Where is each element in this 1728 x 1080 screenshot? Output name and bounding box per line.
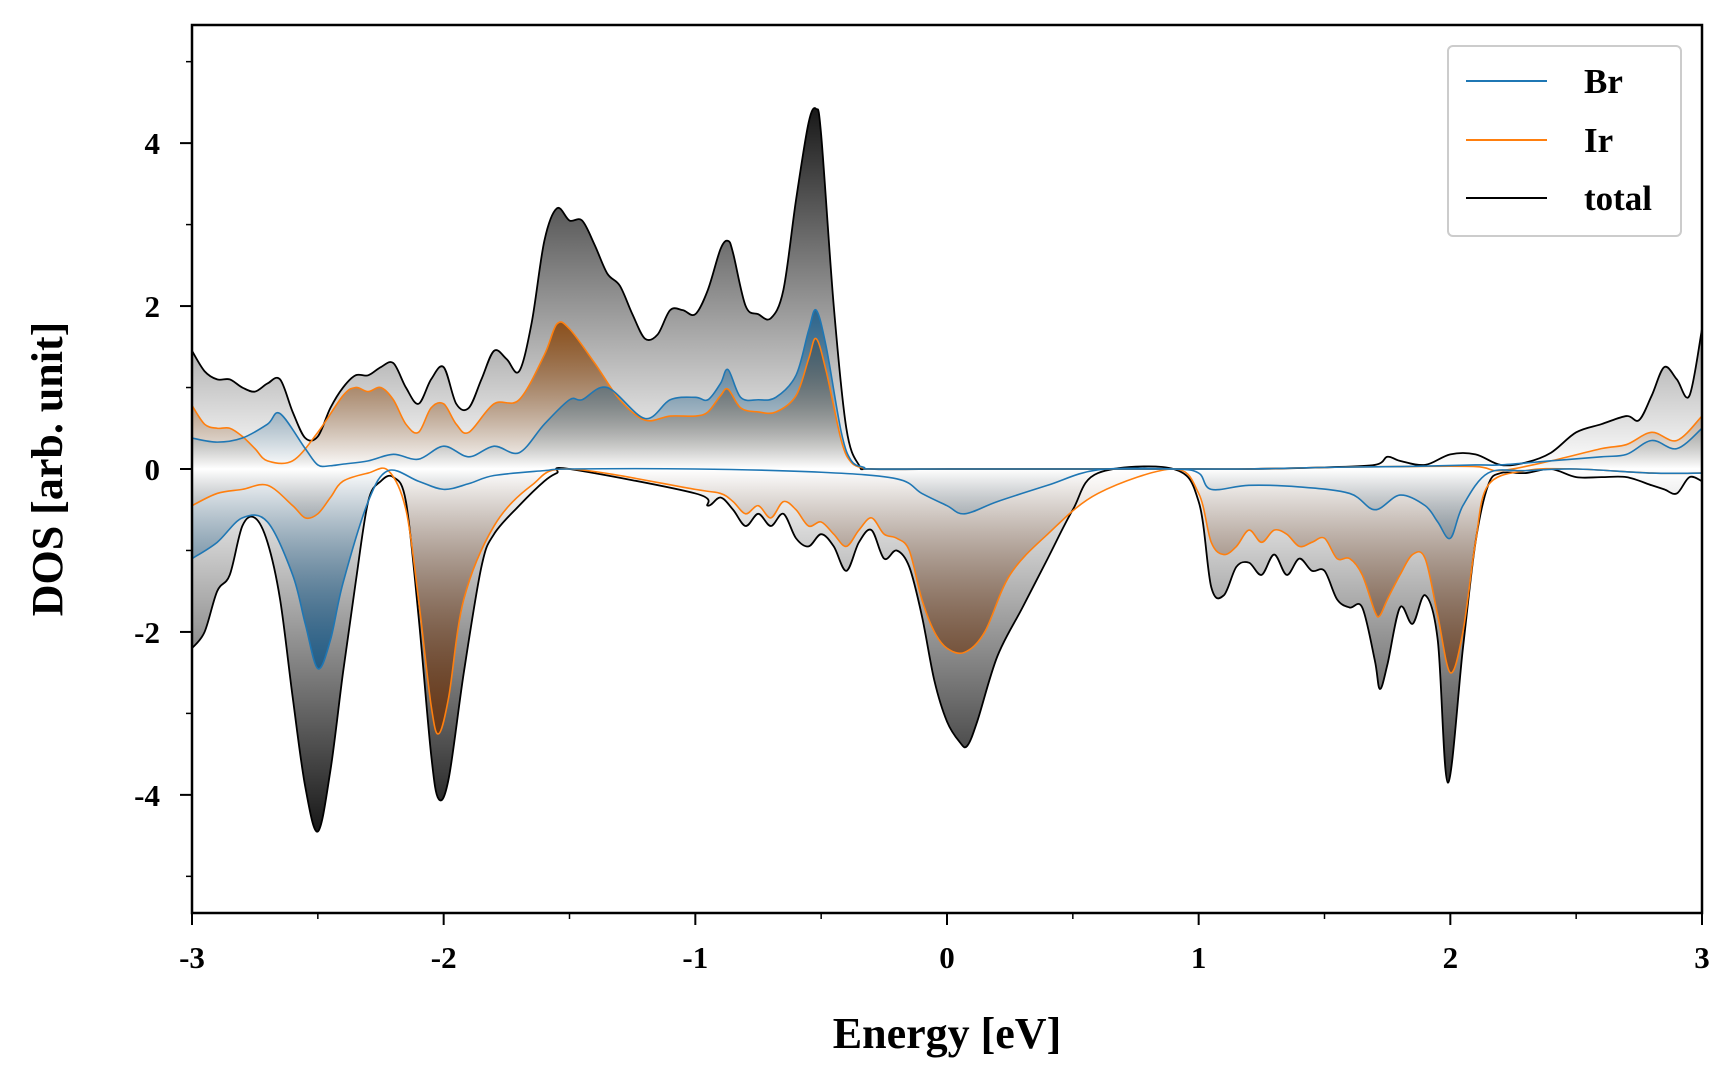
legend-label-br: Br bbox=[1584, 62, 1623, 101]
y-tick-label: 4 bbox=[145, 126, 161, 161]
line-ir-spin-down bbox=[192, 467, 1702, 735]
y-tick-label: 0 bbox=[145, 452, 161, 487]
y-axis: -4 -2 0 2 4 bbox=[134, 60, 192, 878]
x-tick-label: -1 bbox=[682, 940, 708, 975]
y-tick-label: 2 bbox=[145, 289, 161, 324]
x-tick-label: 1 bbox=[1191, 940, 1207, 975]
y-axis-label: DOS [arb. unit] bbox=[23, 322, 72, 617]
x-tick-label: -3 bbox=[179, 940, 205, 975]
x-tick-label: -2 bbox=[431, 940, 457, 975]
x-tick-label: 0 bbox=[939, 940, 955, 975]
legend-label-total: total bbox=[1584, 179, 1652, 218]
dos-lines bbox=[192, 107, 1702, 833]
legend-label-ir: Ir bbox=[1584, 121, 1613, 160]
x-axis: -3 -2 -1 0 1 2 3 bbox=[179, 913, 1710, 975]
line-total-spin-up bbox=[192, 107, 1702, 471]
line-total-spin-down bbox=[192, 465, 1702, 833]
line-br-spin-up bbox=[192, 308, 1702, 470]
legend: Br Ir total bbox=[1447, 45, 1682, 237]
x-axis-label: Energy [eV] bbox=[833, 1009, 1062, 1058]
x-tick-label: 3 bbox=[1694, 940, 1710, 975]
fill-br-spin-down bbox=[192, 468, 1702, 669]
fill-br-spin-up bbox=[192, 309, 1702, 470]
y-tick-label: -2 bbox=[134, 615, 160, 650]
line-br-spin-down bbox=[192, 467, 1702, 670]
x-tick-label: 2 bbox=[1443, 940, 1459, 975]
y-tick-label: -4 bbox=[134, 778, 160, 813]
fill-ir-spin-down bbox=[192, 468, 1702, 734]
legend-box bbox=[1447, 45, 1682, 237]
fill-ir-spin-up bbox=[192, 321, 1702, 471]
